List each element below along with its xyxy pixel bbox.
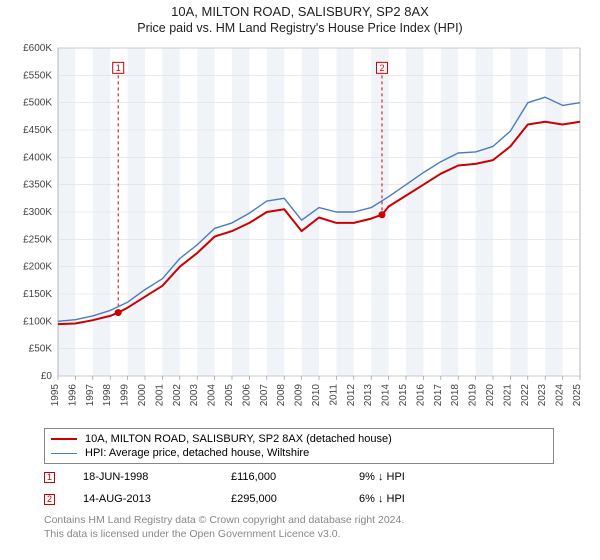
svg-text:2001: 2001 [154,384,165,407]
sale-diff: 9% ↓ HPI [359,471,459,483]
svg-text:1998: 1998 [102,384,113,407]
svg-text:2019: 2019 [468,384,479,407]
legend-swatch [51,453,77,454]
svg-text:1996: 1996 [67,384,78,407]
svg-text:2006: 2006 [241,384,252,407]
svg-text:£350K: £350K [23,180,52,191]
svg-text:1: 1 [116,63,121,73]
legend-item: 10A, MILTON ROAD, SALISBURY, SP2 8AX (de… [51,432,547,446]
svg-text:2021: 2021 [502,384,513,407]
svg-text:2010: 2010 [311,384,322,407]
footnote-line: This data is licensed under the Open Gov… [44,528,404,542]
sale-table: 1 18-JUN-1998 £116,000 9% ↓ HPI 2 14-AUG… [44,466,554,510]
svg-text:2023: 2023 [537,384,548,407]
svg-text:2008: 2008 [276,384,287,407]
svg-text:2014: 2014 [381,384,392,407]
svg-text:£100K: £100K [23,316,52,327]
svg-text:2003: 2003 [189,384,200,407]
sale-marker-icon: 1 [44,472,55,483]
svg-text:2007: 2007 [259,384,270,407]
svg-text:1997: 1997 [85,384,96,407]
svg-text:2025: 2025 [572,384,583,407]
chart-container: 10A, MILTON ROAD, SALISBURY, SP2 8AX Pri… [0,0,600,560]
footnote: Contains HM Land Registry data © Crown c… [44,514,404,541]
sale-date: 18-JUN-1998 [83,471,203,483]
svg-text:2016: 2016 [415,384,426,407]
svg-text:£250K: £250K [23,234,52,245]
legend-item: HPI: Average price, detached house, Wilt… [51,446,547,460]
svg-text:2004: 2004 [207,384,218,407]
sale-price: £116,000 [231,471,331,483]
svg-text:2002: 2002 [172,384,183,407]
sale-price: £295,000 [231,493,331,505]
svg-text:2009: 2009 [294,384,305,407]
svg-text:2017: 2017 [433,384,444,407]
svg-text:2011: 2011 [328,384,339,406]
svg-text:£300K: £300K [23,207,52,218]
svg-text:2005: 2005 [224,384,235,407]
sale-row: 1 18-JUN-1998 £116,000 9% ↓ HPI [44,466,554,488]
svg-text:£0: £0 [41,371,53,382]
svg-text:2000: 2000 [137,384,148,407]
svg-text:£50K: £50K [29,344,53,355]
svg-text:2018: 2018 [450,384,461,407]
svg-text:1999: 1999 [120,384,131,407]
sale-marker-icon: 2 [44,494,55,505]
svg-text:£150K: £150K [23,289,52,300]
legend-label: HPI: Average price, detached house, Wilt… [85,447,309,459]
svg-text:1995: 1995 [50,384,61,407]
legend-label: 10A, MILTON ROAD, SALISBURY, SP2 8AX (de… [85,433,392,445]
svg-text:£500K: £500K [23,98,52,109]
svg-text:£200K: £200K [23,262,52,273]
sale-row: 2 14-AUG-2013 £295,000 6% ↓ HPI [44,488,554,510]
svg-text:2022: 2022 [520,384,531,407]
svg-text:2024: 2024 [555,384,566,407]
svg-text:2020: 2020 [485,384,496,407]
svg-text:£550K: £550K [23,70,52,81]
chart-area: £0 £50K £100K £150K £200K £250K £300K £350K £400… [10,42,590,422]
svg-text:£450K: £450K [23,125,52,136]
chart-subtitle: Price paid vs. HM Land Registry's House … [0,21,600,35]
svg-text:2015: 2015 [398,384,409,407]
legend-swatch [51,438,77,440]
svg-text:2: 2 [379,63,384,73]
footnote-line: Contains HM Land Registry data © Crown c… [44,514,404,528]
svg-text:£600K: £600K [23,43,52,54]
chart-title: 10A, MILTON ROAD, SALISBURY, SP2 8AX [0,4,600,19]
svg-text:£400K: £400K [23,152,52,163]
legend: 10A, MILTON ROAD, SALISBURY, SP2 8AX (de… [44,428,554,464]
svg-text:2013: 2013 [363,384,374,407]
sale-diff: 6% ↓ HPI [359,493,459,505]
sale-date: 14-AUG-2013 [83,493,203,505]
svg-text:2012: 2012 [346,384,357,407]
title-block: 10A, MILTON ROAD, SALISBURY, SP2 8AX Pri… [0,0,600,35]
chart-svg: £0 £50K £100K £150K £200K £250K £300K £350K £400… [10,42,590,422]
